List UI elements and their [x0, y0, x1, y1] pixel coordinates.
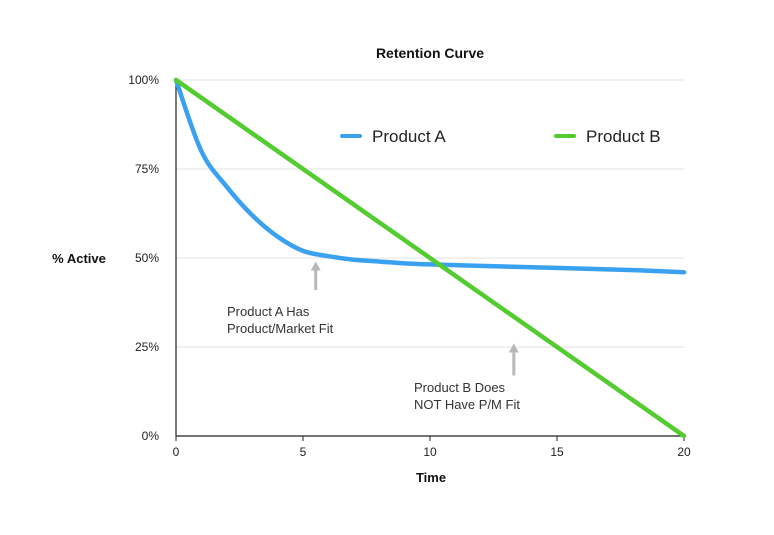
chart-title: Retention Curve	[376, 45, 484, 61]
grid-lines	[176, 79, 684, 348]
y-tick-label: 50%	[135, 251, 159, 265]
y-tick-label: 25%	[135, 340, 159, 354]
annotation-text: Product B Does	[414, 380, 506, 395]
series-line-product-b	[173, 77, 687, 439]
series-line-product-a	[173, 77, 687, 275]
x-tick-label: 20	[677, 445, 691, 459]
x-tick-label: 15	[550, 445, 564, 459]
annotations: Product A Has Product/Market Fit Product B…	[227, 261, 520, 412]
y-tick-label: 75%	[135, 162, 159, 176]
x-tick-label: 10	[423, 445, 437, 459]
annotation-arrow-head	[508, 343, 519, 353]
annotation-arrow-head	[310, 261, 321, 271]
y-tick-label: 100%	[128, 73, 159, 87]
legend-label-product-a: Product A	[372, 127, 446, 146]
legend: Product A Product B	[340, 127, 661, 146]
x-tick-labels: 0 5 10 15 20	[173, 445, 691, 459]
y-tick-labels: 0% 25% 50% 75% 100%	[128, 73, 159, 443]
annotation-text: NOT Have P/M Fit	[414, 397, 520, 412]
x-axis-title: Time	[416, 470, 446, 485]
axes	[175, 80, 685, 441]
x-tick-label: 5	[300, 445, 307, 459]
annotation-text: Product A Has	[227, 304, 310, 319]
legend-label-product-b: Product B	[586, 127, 661, 146]
y-axis-title: % Active	[52, 251, 106, 266]
annotation-text: Product/Market Fit	[227, 321, 334, 336]
y-tick-label: 0%	[142, 429, 160, 443]
x-tick-label: 0	[173, 445, 180, 459]
series-lines	[173, 77, 687, 439]
